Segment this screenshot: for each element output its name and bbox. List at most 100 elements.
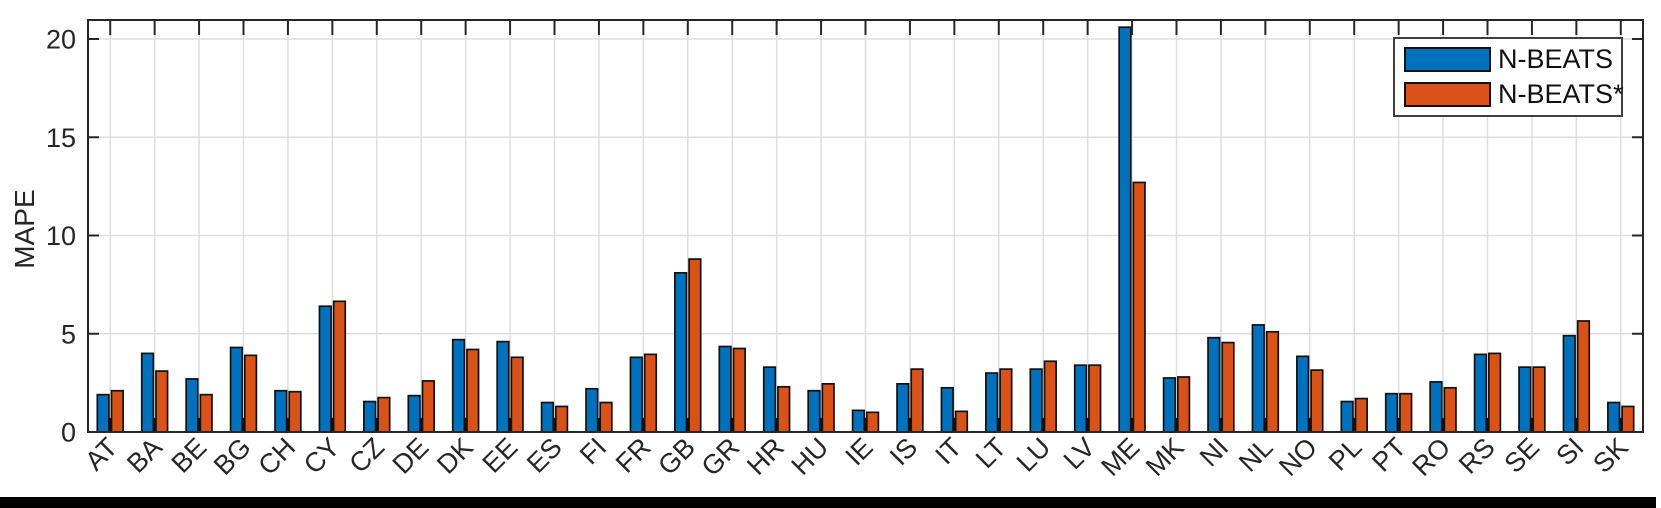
bar-BG-nbeats [229,346,244,433]
bar-shadow [863,417,868,432]
x-tick-label-LV: LV [1058,432,1101,475]
bar-shadow [641,417,645,432]
bar-SI-nbeats-star [1576,320,1591,433]
bar-shadow [464,417,468,432]
bar-shadow [552,417,557,432]
x-tick-label-CZ: CZ [343,432,390,479]
bar-DK-nbeats [451,338,466,433]
x-tick-label-HR: HR [741,432,790,481]
bar-GB-nbeats [674,271,688,433]
bar-CZ-nbeats [363,400,377,433]
bar-SK-nbeats [1607,401,1621,433]
x-tick-label-DE: DE [387,432,435,480]
bar-CZ-nbeats-star [377,396,391,433]
bar-LU-nbeats-star [1043,360,1057,433]
x-tick-label-CH: CH [252,432,301,481]
bar-shadow [730,417,734,432]
x-tick-label-PT: PT [1366,432,1412,478]
bar-PT-nbeats-star [1399,392,1413,433]
bar-shadow [197,417,201,432]
bar-PL-nbeats [1340,400,1354,433]
bar-GR-nbeats-star [732,347,746,433]
x-tick-label-NO: NO [1273,432,1323,482]
y-tick-label: 15 [46,123,76,153]
bar-AT-nbeats [96,393,110,433]
bar-shadow [1441,417,1445,432]
bar-shadow [1174,417,1179,432]
bar-RO-nbeats-star [1443,386,1457,433]
bar-BA-nbeats-star [155,370,169,433]
bar-shadow [819,417,823,432]
bar-LV-nbeats [1073,364,1088,433]
bar-AT-nbeats-star [110,389,124,433]
bar-shadow [286,417,290,432]
bar-shadow [908,417,912,432]
bar-LV-nbeats-star [1088,364,1102,433]
bar-shadow [1530,417,1534,432]
bar-IS-nbeats-star [910,368,924,433]
bar-MK-nbeats-star [1176,376,1191,433]
x-tick-label-NL: NL [1233,432,1279,478]
x-tick-label-GR: GR [696,432,746,482]
y-tick-label: 5 [61,319,76,349]
bar-EE-nbeats-star [510,356,524,433]
bar-NI-nbeats-star [1221,341,1235,433]
x-tick-label-FI: FI [574,432,612,470]
x-tick-label-LT: LT [970,432,1012,474]
x-tick-label-ES: ES [521,432,568,479]
x-tick-label-SI: SI [1550,432,1589,471]
legend: N-BEATS N-BEATS* [1393,37,1624,117]
bar-NO-nbeats-star [1310,369,1324,433]
legend-swatch-nbeats-star [1404,82,1491,107]
bar-BA-nbeats [140,352,155,433]
bar-shadow [1086,417,1090,432]
bar-shadow [686,417,690,432]
x-tick-label-HU: HU [786,432,835,481]
x-tick-label-EE: EE [477,432,524,479]
bar-HR-nbeats [762,366,777,433]
bar-SI-nbeats [1562,334,1576,433]
legend-swatch-nbeats [1404,47,1491,72]
x-tick-label-BE: BE [166,432,213,479]
x-tick-label-RS: RS [1453,432,1501,480]
bar-SE-nbeats-star [1532,366,1546,433]
bar-PL-nbeats-star [1354,397,1368,433]
bar-IT-nbeats-star [954,410,969,433]
bar-GB-nbeats-star [688,258,702,433]
bar-BE-nbeats [185,378,199,433]
bar-CH-nbeats-star [288,390,302,433]
x-tick-label-NI: NI [1194,432,1234,472]
x-tick-label-DK: DK [431,432,479,480]
y-axis-label: MAPE [9,189,40,269]
bar-ME-nbeats-star [1132,181,1146,433]
legend-item-nbeats: N-BEATS [1404,44,1613,74]
bar-ME-nbeats [1118,26,1132,433]
x-tick-label-IT: IT [929,432,967,470]
bar-FR-nbeats [629,356,643,433]
bar-shadow [1619,417,1623,432]
x-tick-label-CY: CY [298,432,346,480]
bar-BE-nbeats-star [199,393,213,433]
bar-HU-nbeats-star [821,383,835,433]
bar-shadow [330,417,334,432]
bar-ES-nbeats-star [554,405,569,433]
bar-shadow [1130,417,1134,432]
bar-shadow [997,417,1001,432]
bar-FI-nbeats-star [599,401,613,433]
legend-item-nbeats-star: N-BEATS* [1404,79,1624,109]
bar-shadow [419,417,423,432]
bar-shadow [1308,417,1312,432]
x-tick-label-BG: BG [208,432,257,481]
bar-HU-nbeats [807,389,821,433]
bar-RS-nbeats-star [1487,352,1502,433]
x-tick-label-GB: GB [652,432,701,481]
bar-shadow [1041,417,1045,432]
bar-HR-nbeats-star [777,385,791,433]
x-tick-label-SE: SE [1498,432,1545,479]
bar-CY-nbeats-star [332,300,347,433]
bar-shadow [375,417,379,432]
bar-NL-nbeats-star [1265,330,1280,433]
bar-NL-nbeats [1251,324,1265,433]
bar-shadow [1397,417,1401,432]
bar-PT-nbeats [1384,392,1399,433]
